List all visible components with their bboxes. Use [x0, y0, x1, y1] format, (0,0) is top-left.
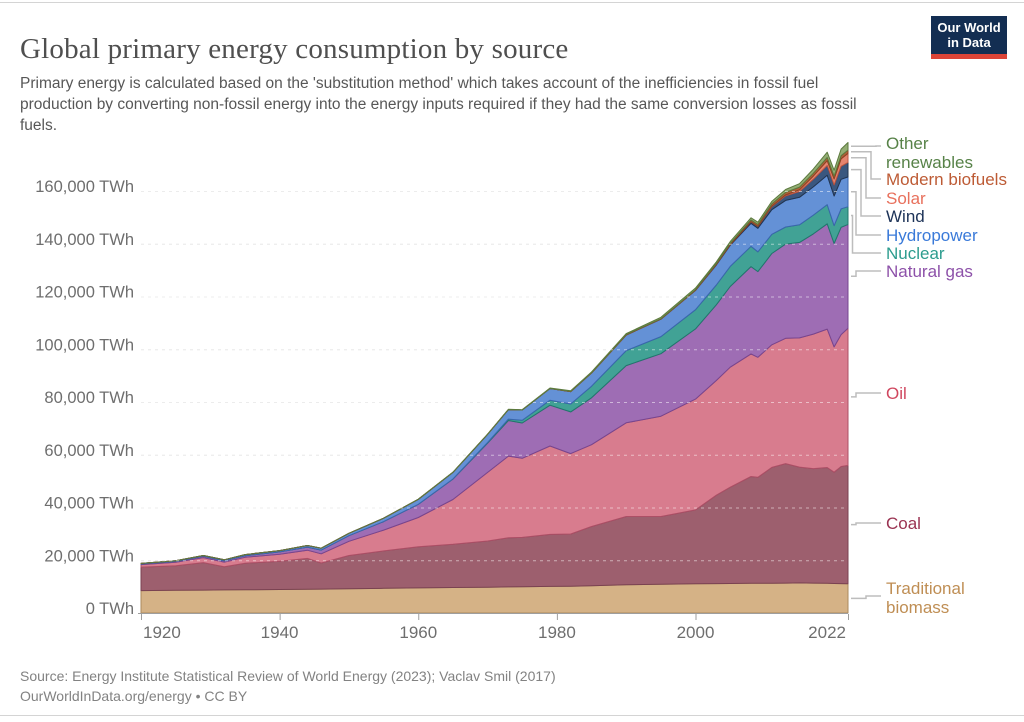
legend-label-biomass: Traditional biomass — [886, 579, 965, 617]
owid-logo: Our World in Data — [931, 16, 1007, 59]
y-tick-label: 120,000 TWh — [35, 284, 134, 302]
area-other — [140, 142, 849, 564]
x-tick-label: 1920 — [143, 623, 181, 642]
legend-connector-gas — [851, 270, 881, 278]
owid-logo-line1: Our World — [937, 20, 1001, 35]
legend-connector-hydro — [851, 191, 881, 236]
y-tick-label: 60,000 TWh — [44, 442, 134, 460]
legend-connector-solar — [851, 157, 881, 199]
y-tick-label: 0 TWh — [86, 600, 134, 618]
legend-label-gas: Natural gas — [886, 262, 973, 281]
legend-connector-biofuels — [851, 150, 881, 180]
x-tick-label: 1940 — [261, 623, 299, 642]
source-line: Source: Energy Institute Statistical Rev… — [20, 668, 556, 684]
owid-logo-box: Our World in Data — [931, 16, 1007, 54]
legend-connectors — [851, 145, 881, 600]
legend-connector-coal — [851, 522, 881, 526]
y-axis-labels: 0 TWh 20,000 TWh 40,000 TWh 60,000 TWh 80,00… — [35, 178, 134, 618]
legend-connector-oil — [851, 392, 881, 398]
x-tick-label: 1980 — [538, 623, 576, 642]
y-tick-label: 20,000 TWh — [44, 547, 134, 565]
x-axis-labels: 1920 1940 1960 1980 2000 2022 — [143, 623, 846, 642]
page-title: Global primary energy consumption by sou… — [20, 33, 569, 66]
legend-label-oil: Oil — [886, 384, 907, 403]
y-tick-label: 40,000 TWh — [44, 495, 134, 513]
y-tick-label: 160,000 TWh — [35, 178, 134, 196]
x-tick-label: 2022 — [808, 623, 846, 642]
legend-label-hydro: Hydropower — [886, 226, 978, 245]
gridlines-over — [141, 191, 848, 562]
y-tick-label: 100,000 TWh — [35, 336, 134, 354]
legend-label-biofuels: Modern biofuels — [886, 170, 1007, 189]
x-tick-label: 2000 — [677, 623, 715, 642]
legend-label-solar: Solar — [886, 189, 926, 208]
plot-areas — [140, 142, 849, 614]
owid-logo-line2: in Data — [947, 35, 991, 50]
bottom-divider — [0, 715, 1024, 716]
legend-connector-wind — [851, 168, 881, 217]
legend-label-wind: Wind — [886, 207, 925, 226]
x-tick-label: 1960 — [399, 623, 437, 642]
top-divider — [0, 2, 1024, 3]
license-line: OurWorldInData.org/energy • CC BY — [20, 688, 248, 704]
legend-label-nuclear: Nuclear — [886, 244, 945, 263]
x-axis-ticks — [141, 614, 849, 620]
legend-label-coal: Coal — [886, 514, 921, 533]
chart-subtitle: Primary energy is calculated based on th… — [20, 74, 857, 134]
owid-logo-red-bar — [931, 54, 1007, 59]
y-tick-label: 140,000 TWh — [35, 231, 134, 249]
y-tick-label: 80,000 TWh — [44, 389, 134, 407]
legend-label-other: Other renewables — [886, 134, 973, 172]
legend-connector-biomass — [851, 595, 881, 600]
legend-connector-nuclear — [851, 214, 881, 254]
